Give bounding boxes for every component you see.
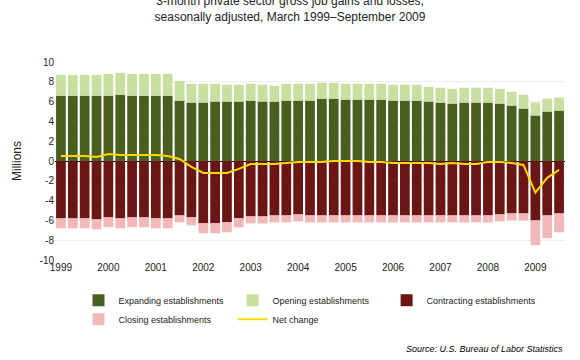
svg-text:-8: -8 (45, 235, 54, 246)
svg-text:Contracting establishments: Contracting establishments (427, 296, 536, 306)
svg-text:2007: 2007 (429, 262, 452, 273)
svg-text:2001: 2001 (145, 262, 168, 273)
svg-text:2005: 2005 (334, 262, 357, 273)
svg-text:Source: U.S. Bureau of Labor S: Source: U.S. Bureau of Labor Statistics (406, 344, 563, 354)
svg-text:-6: -6 (45, 215, 54, 226)
svg-text:2009: 2009 (524, 262, 547, 273)
svg-text:10: 10 (43, 57, 55, 68)
svg-text:2: 2 (48, 136, 54, 147)
svg-text:6: 6 (48, 96, 54, 107)
svg-text:Net change: Net change (273, 315, 319, 325)
svg-text:2008: 2008 (477, 262, 500, 273)
svg-text:2003: 2003 (240, 262, 263, 273)
svg-text:8: 8 (48, 76, 54, 87)
svg-text:-2: -2 (45, 175, 54, 186)
svg-text:Opening establishments: Opening establishments (273, 296, 370, 306)
svg-text:Closing establishments: Closing establishments (119, 315, 212, 325)
svg-text:-10: -10 (40, 255, 55, 266)
svg-text:1999: 1999 (50, 262, 73, 273)
svg-text:Millions: Millions (10, 141, 24, 181)
svg-text:2000: 2000 (97, 262, 120, 273)
svg-text:2004: 2004 (287, 262, 310, 273)
svg-text:-4: -4 (45, 195, 54, 206)
svg-text:2006: 2006 (382, 262, 405, 273)
svg-text:2002: 2002 (192, 262, 215, 273)
svg-text:3-month private sector gross j: 3-month private sector gross job gains a… (155, 0, 426, 24)
svg-text:Expanding establishments: Expanding establishments (119, 296, 225, 306)
svg-text:4: 4 (48, 116, 54, 127)
svg-text:0: 0 (48, 156, 54, 167)
